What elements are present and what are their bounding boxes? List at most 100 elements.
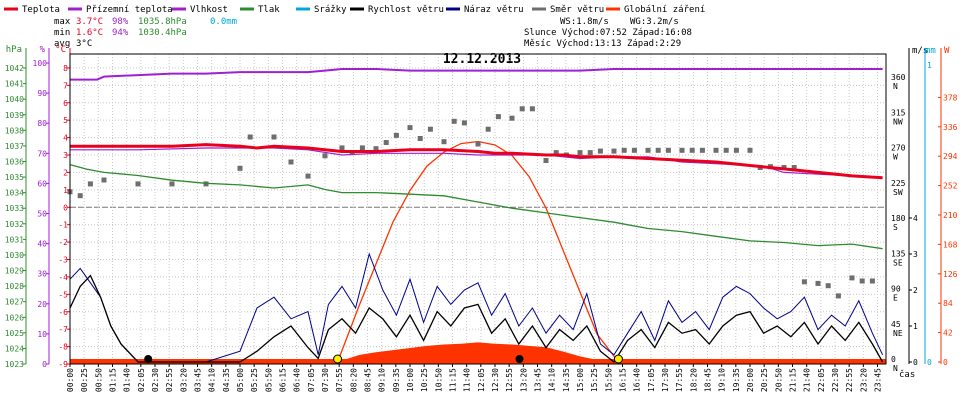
time-tick-label: 23:45 <box>874 368 883 392</box>
time-tick-label: 14:35 <box>562 368 571 392</box>
pressure-tick-label: 1031 <box>5 235 24 244</box>
temperature-tick-label: -5 <box>58 290 68 299</box>
legend-label: Globální záření <box>624 5 705 15</box>
humidity-tick-label: 100 <box>33 59 48 68</box>
direction-tick-label: 0 <box>891 355 896 364</box>
wind-direction-marker <box>427 126 433 132</box>
radiation-tick-label: 168 <box>943 240 958 249</box>
time-tick-label: 15:00 <box>576 368 585 392</box>
radiation-tick-label: 84 <box>943 299 953 308</box>
time-tick-label: 01:15 <box>109 368 118 392</box>
wind-direction-marker <box>509 115 515 121</box>
pressure-unit: hPa <box>6 45 22 55</box>
time-tick-label: 02:05 <box>137 368 146 392</box>
wind-direction-marker <box>451 118 457 124</box>
time-tick-label: 13:45 <box>534 368 543 392</box>
time-tick-label: 02:55 <box>165 368 174 392</box>
temperature-tick-label: 0 <box>63 203 68 212</box>
wind-direction-marker <box>631 147 637 153</box>
wind-direction-marker <box>825 283 831 289</box>
wind-direction-marker <box>859 278 865 284</box>
time-tick-label: 12:30 <box>491 368 500 392</box>
pressure-tick-label: 1041 <box>5 80 24 89</box>
stats-row-label: max <box>54 17 71 27</box>
time-tick-label: 00:00 <box>66 368 75 392</box>
direction-name-label: SE <box>893 258 903 267</box>
series-layer <box>67 68 886 364</box>
humidity-tick-label: 10 <box>37 330 47 339</box>
radiation-tick-label: 336 <box>943 123 958 132</box>
direction-tick-label: 90 <box>891 285 901 294</box>
wind-direction-marker <box>747 147 753 153</box>
legend-label: Přízemní teplota <box>86 5 173 15</box>
stats-temp: 1.6°C <box>76 28 103 38</box>
pressure-tick-label: 1023 <box>5 360 24 369</box>
temperature-tick-label: 1 <box>63 186 68 195</box>
solar-baseline <box>70 359 886 364</box>
series-wind-speed <box>69 274 884 363</box>
wind-direction-marker <box>305 173 311 179</box>
time-tick-label: 08:20 <box>349 368 358 392</box>
time-axis-label: čas <box>899 369 915 380</box>
legend-label: Rychlost větru <box>368 5 444 15</box>
time-tick-label: 01:40 <box>123 368 132 392</box>
stats-row-label: min <box>54 28 70 38</box>
time-tick-label: 19:10 <box>718 368 727 392</box>
stats-pressure: 1030.4hPa <box>138 28 187 38</box>
series-wind-gust <box>69 252 884 363</box>
pressure-tick-label: 1027 <box>5 298 24 307</box>
wind-direction-marker <box>169 181 175 187</box>
temperature-tick-label: -3 <box>58 256 68 265</box>
time-tick-label: 10:25 <box>420 368 429 392</box>
radiation-tick-label: 42 <box>943 329 953 338</box>
series-solar-radiation <box>337 342 619 362</box>
plot-frame <box>69 53 887 365</box>
wind-tick-label: 3 <box>913 250 918 259</box>
time-tick-label: 15:50 <box>604 368 613 392</box>
time-tick-label: 07:05 <box>307 368 316 392</box>
stats-temp: 3°C <box>76 39 92 49</box>
direction-tick-label: 315 <box>891 108 906 117</box>
time-tick-label: 11:15 <box>449 368 458 392</box>
stats-rain: 0.0mm <box>210 17 237 27</box>
wind-direction-marker <box>587 150 593 156</box>
time-tick-label: 00:50 <box>94 368 103 392</box>
wind-direction-marker <box>713 147 719 153</box>
time-tick-label: 17:05 <box>647 368 656 392</box>
time-tick-label: 04:10 <box>208 368 217 392</box>
humidity-tick-label: 70 <box>37 149 47 158</box>
time-tick-label: 14:10 <box>548 368 557 392</box>
pressure-tick-label: 1034 <box>5 189 24 198</box>
direction-name-label: N <box>893 364 898 373</box>
legend: Teplota Přízemní teplota Vlhkost Tlak Srážky… <box>4 5 705 15</box>
wind-direction-marker <box>679 147 685 153</box>
time-tick-label: 22:05 <box>817 368 826 392</box>
time-tick-label: 03:45 <box>194 368 203 392</box>
humidity-tick-label: 90 <box>37 89 47 98</box>
series-humidity <box>70 68 883 81</box>
wind-direction-marker <box>393 132 399 138</box>
series-temperature <box>70 143 883 180</box>
direction-name-label: S <box>893 223 898 232</box>
wind-direction-marker <box>869 278 875 284</box>
time-tick-label: 21:40 <box>803 368 812 392</box>
pressure-tick-label: 1024 <box>5 344 24 353</box>
radiation-tick-label: 210 <box>943 211 958 220</box>
wind-tick-label: 2 <box>913 286 918 295</box>
humidity-tick-label: 60 <box>37 179 47 188</box>
wind-direction-marker <box>723 147 729 153</box>
wind-direction-marker <box>835 293 841 299</box>
time-tick-label: 16:40 <box>633 368 642 392</box>
wind-direction-marker <box>495 114 501 120</box>
wind-direction-marker <box>529 106 535 112</box>
wind-direction-marker <box>322 153 328 159</box>
temperature-tick-label: -1 <box>58 221 68 230</box>
wind-direction-marker <box>733 147 739 153</box>
stats-row-label: avg <box>54 39 70 49</box>
stats-pressure: 1035.8hPa <box>138 17 187 27</box>
stats-humidity: 94% <box>112 28 129 38</box>
temperature-tick-label: 2 <box>63 168 68 177</box>
time-tick-label: 20:25 <box>760 368 769 392</box>
direction-name-label: NW <box>893 117 903 126</box>
